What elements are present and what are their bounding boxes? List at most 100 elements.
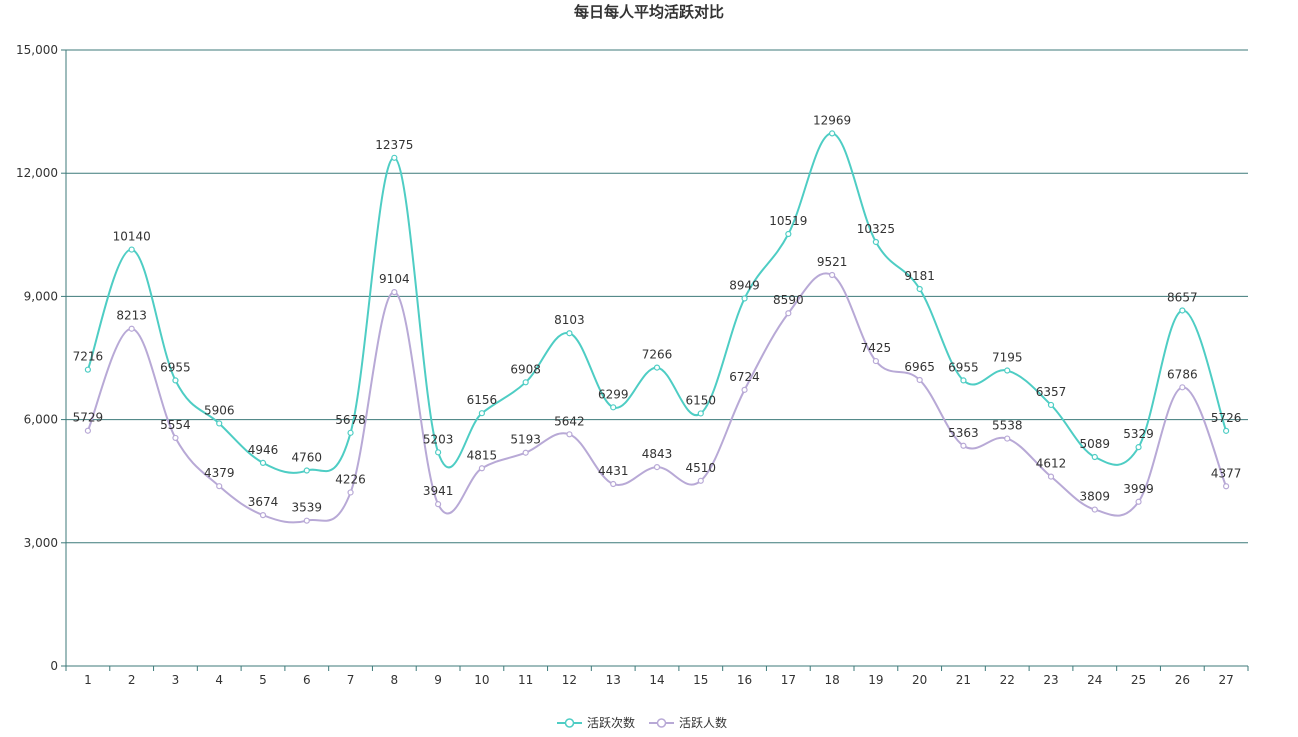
- x-tick-label: 12: [562, 673, 577, 687]
- data-label: 4843: [642, 447, 673, 461]
- x-tick-label: 10: [474, 673, 489, 687]
- x-tick-label: 20: [912, 673, 927, 687]
- y-tick-label: 3,000: [24, 536, 58, 550]
- data-label: 8657: [1167, 290, 1198, 304]
- data-point[interactable]: [259, 459, 267, 466]
- data-point[interactable]: [1223, 483, 1230, 490]
- x-tick-label: 3: [172, 673, 180, 687]
- data-point[interactable]: [1223, 427, 1230, 434]
- data-point[interactable]: [829, 130, 836, 137]
- y-tick-label: 15,000: [16, 43, 58, 57]
- data-label: 5678: [335, 413, 366, 427]
- data-point[interactable]: [478, 410, 485, 417]
- data-point[interactable]: [1047, 401, 1055, 409]
- data-point[interactable]: [697, 477, 704, 484]
- data-point[interactable]: [435, 501, 442, 508]
- data-label: 9104: [379, 272, 410, 286]
- data-point[interactable]: [347, 429, 354, 436]
- x-tick-label: 23: [1043, 673, 1058, 687]
- data-point[interactable]: [653, 464, 661, 471]
- data-label: 5089: [1080, 437, 1111, 451]
- legend-item-2[interactable]: 活跃人数: [649, 715, 727, 730]
- x-tick-label: 6: [303, 673, 311, 687]
- data-point[interactable]: [1047, 473, 1055, 480]
- data-label: 9521: [817, 255, 848, 269]
- data-label: 5329: [1123, 427, 1154, 441]
- data-label: 8590: [773, 293, 804, 307]
- data-point[interactable]: [172, 377, 179, 384]
- data-point[interactable]: [1179, 307, 1186, 314]
- data-point[interactable]: [128, 246, 135, 253]
- data-point[interactable]: [785, 310, 792, 317]
- data-point[interactable]: [872, 238, 879, 246]
- data-point[interactable]: [785, 230, 792, 238]
- data-point[interactable]: [916, 285, 923, 293]
- x-tick-label: 7: [347, 673, 355, 687]
- data-point[interactable]: [478, 465, 485, 472]
- data-label: 4612: [1036, 457, 1067, 471]
- data-point[interactable]: [697, 410, 704, 417]
- data-point[interactable]: [216, 420, 223, 427]
- data-point[interactable]: [347, 489, 354, 496]
- data-label: 6965: [904, 360, 935, 374]
- data-point[interactable]: [1135, 444, 1142, 451]
- data-label: 5193: [510, 433, 541, 447]
- y-tick-label: 9,000: [24, 289, 58, 303]
- data-point[interactable]: [391, 154, 398, 161]
- data-point[interactable]: [1091, 506, 1098, 513]
- data-point[interactable]: [829, 271, 836, 279]
- x-tick-label: 1: [84, 673, 92, 687]
- data-point[interactable]: [1091, 453, 1098, 461]
- data-labels: 7216 10140 6955 5906 4946 4760 5678 12375 5203 61…: [73, 113, 1242, 514]
- data-label: 3999: [1123, 482, 1154, 496]
- data-point[interactable]: [1179, 384, 1186, 391]
- data-point[interactable]: [566, 330, 573, 337]
- data-point[interactable]: [172, 434, 179, 442]
- data-point[interactable]: [391, 289, 398, 296]
- data-label: 5538: [992, 419, 1023, 433]
- data-point[interactable]: [610, 480, 617, 488]
- x-tick-label: 15: [693, 673, 708, 687]
- data-point[interactable]: [435, 449, 442, 456]
- data-point[interactable]: [84, 366, 91, 373]
- data-point[interactable]: [741, 295, 748, 302]
- data-point[interactable]: [916, 376, 923, 384]
- data-label: 5729: [73, 411, 104, 425]
- data-point[interactable]: [128, 325, 135, 332]
- data-point[interactable]: [653, 364, 661, 371]
- data-point[interactable]: [216, 483, 223, 490]
- data-label: 8103: [554, 313, 585, 327]
- legend-item-1[interactable]: 活跃次数: [557, 715, 635, 730]
- data-point[interactable]: [741, 386, 748, 393]
- data-point[interactable]: [872, 357, 879, 365]
- data-point[interactable]: [259, 512, 267, 519]
- data-point[interactable]: [610, 404, 617, 411]
- data-point[interactable]: [84, 427, 91, 434]
- data-label: 10519: [769, 214, 807, 228]
- data-label: 6299: [598, 387, 629, 401]
- legend[interactable]: 活跃次数 活跃人数: [557, 715, 727, 730]
- data-label: 3941: [423, 484, 454, 498]
- legend-label: 活跃次数: [587, 715, 635, 730]
- data-point[interactable]: [566, 431, 573, 438]
- data-point[interactable]: [1004, 367, 1011, 374]
- data-label: 9181: [904, 269, 935, 283]
- x-tick-label: 24: [1087, 673, 1102, 687]
- data-point[interactable]: [303, 517, 310, 524]
- data-point[interactable]: [522, 449, 529, 456]
- data-label: 8949: [729, 278, 760, 292]
- data-point[interactable]: [522, 379, 529, 386]
- data-label: 3539: [292, 501, 323, 515]
- data-point[interactable]: [303, 467, 310, 474]
- data-label: 6357: [1036, 385, 1067, 399]
- data-label: 7266: [642, 348, 673, 362]
- data-point[interactable]: [960, 442, 967, 449]
- data-label: 7425: [861, 341, 892, 355]
- data-point[interactable]: [960, 377, 967, 384]
- data-label: 5906: [204, 403, 235, 417]
- series-line-1: [86, 132, 1228, 474]
- data-point[interactable]: [1004, 435, 1011, 442]
- y-tick-label: 0: [50, 659, 58, 673]
- data-point[interactable]: [1135, 498, 1142, 505]
